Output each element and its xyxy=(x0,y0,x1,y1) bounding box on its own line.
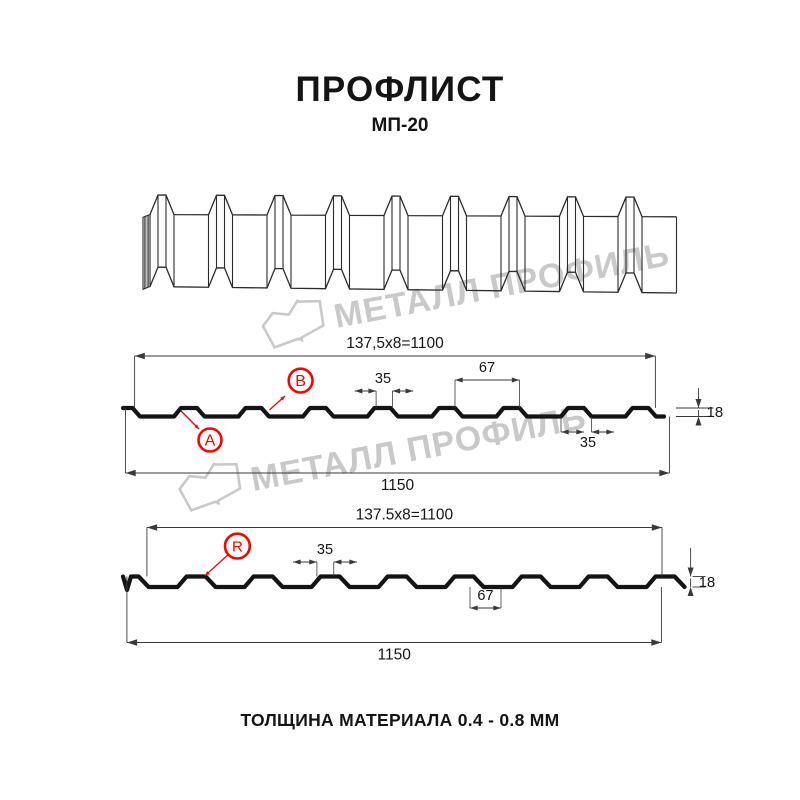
svg-text:137.5x8=1100: 137.5x8=1100 xyxy=(356,507,454,524)
svg-text:1150: 1150 xyxy=(378,647,412,664)
svg-text:67: 67 xyxy=(477,588,493,604)
svg-text:35: 35 xyxy=(317,542,333,558)
svg-text:R: R xyxy=(232,539,243,556)
svg-text:18: 18 xyxy=(699,574,716,591)
